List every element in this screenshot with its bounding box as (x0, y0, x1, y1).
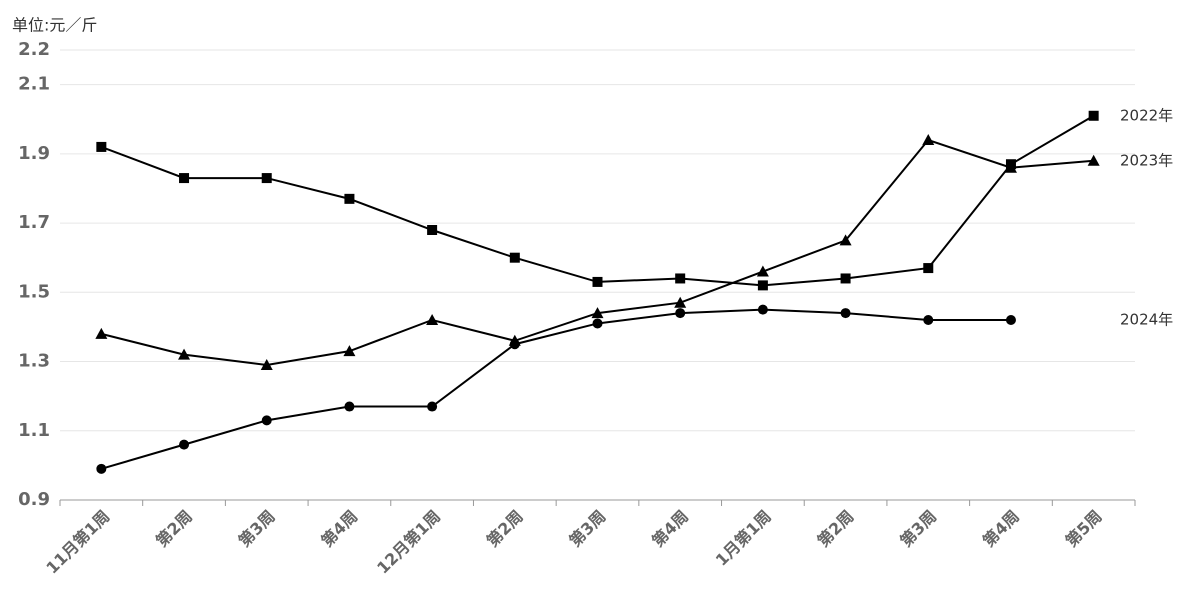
x-tick-label: 第2周 (814, 507, 858, 551)
y-axis-label: 单位:元／斤 (12, 16, 97, 35)
marker (756, 265, 769, 277)
marker (261, 173, 272, 184)
marker (839, 234, 852, 246)
marker (675, 273, 686, 284)
x-tick-label: 第3周 (896, 507, 940, 551)
marker (1004, 161, 1017, 173)
marker (426, 314, 439, 325)
marker (179, 439, 190, 450)
x-tick-label: 第2周 (152, 507, 196, 551)
y-tick-label: 1.7 (18, 212, 50, 233)
marker (922, 134, 935, 145)
marker (840, 308, 851, 319)
series-label: 2022年 (1120, 106, 1173, 124)
x-tick-label: 1月第1周 (712, 507, 775, 570)
series-line (101, 308, 1011, 470)
marker (261, 415, 272, 426)
x-tick-label: 第5周 (1062, 507, 1106, 551)
x-tick-label: 第4周 (648, 507, 692, 551)
marker (1087, 154, 1100, 166)
y-tick-label: 2.1 (18, 74, 50, 95)
x-tick-label: 12月第1周 (373, 507, 444, 578)
marker (509, 252, 520, 263)
marker (1088, 110, 1099, 121)
marker (427, 225, 438, 235)
marker (923, 263, 934, 274)
y-tick-label: 2.2 (18, 39, 50, 60)
marker (96, 141, 107, 152)
marker (923, 315, 934, 325)
marker (840, 273, 851, 284)
marker (757, 280, 768, 291)
marker (674, 296, 687, 308)
marker (509, 339, 520, 350)
marker (344, 401, 355, 412)
series-line (101, 138, 1094, 367)
marker (96, 463, 107, 474)
marker (343, 345, 356, 357)
marker (592, 276, 603, 287)
x-tick-label: 第3周 (235, 507, 279, 551)
marker (95, 327, 108, 339)
y-tick-label: 1.5 (18, 281, 50, 302)
x-tick-label: 第3周 (566, 507, 610, 551)
marker (178, 348, 191, 360)
y-tick-label: 1.1 (18, 420, 50, 441)
x-tick-label: 11月第1周 (42, 507, 113, 578)
marker (260, 359, 273, 370)
marker (427, 401, 438, 412)
marker (179, 173, 190, 184)
marker (344, 193, 355, 204)
x-tick-label: 第2周 (483, 507, 527, 551)
x-tick-label: 第4周 (979, 507, 1023, 551)
x-tick-label: 第4周 (317, 507, 361, 551)
marker (592, 318, 603, 329)
series-line (100, 114, 1095, 287)
marker (1005, 315, 1016, 325)
y-tick-label: 0.9 (18, 489, 50, 510)
series-label: 2023年 (1120, 151, 1173, 169)
marker (591, 307, 604, 319)
y-tick-label: 1.3 (18, 351, 50, 372)
y-tick-label: 1.9 (18, 143, 50, 164)
marker (757, 304, 768, 315)
marker (675, 308, 686, 319)
series-label: 2024年 (1120, 311, 1173, 329)
